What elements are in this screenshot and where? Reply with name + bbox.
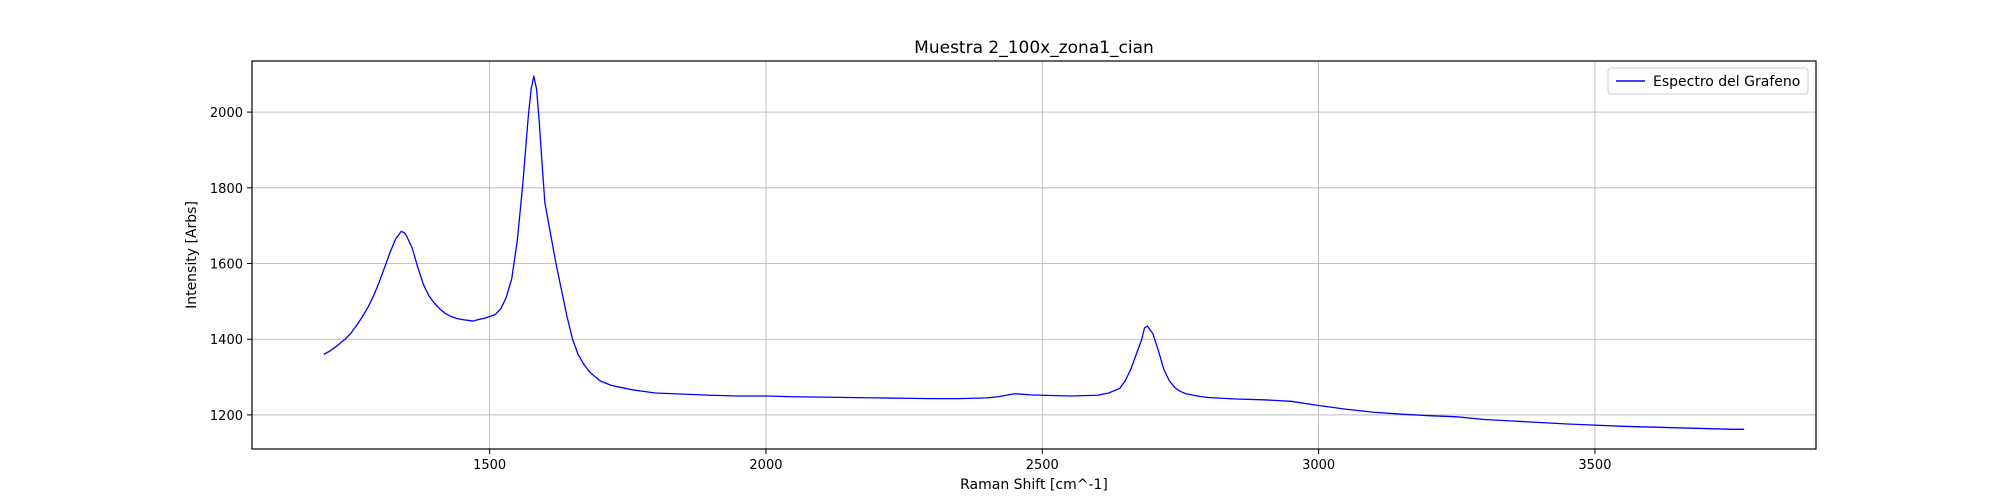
x-axis-label: Raman Shift [cm^-1] [960,477,1108,493]
x-tick-label: 3500 [1578,458,1611,473]
plot-frame [251,60,1817,450]
y-tick-label: 1600 [210,258,243,273]
x-tick-label: 3000 [1302,458,1335,473]
y-tick-label: 1400 [210,333,243,348]
legend: Espectro del Grafeno [1607,67,1809,95]
chart-title: Muestra 2_100x_zona1_cian [914,38,1154,58]
series-line-0 [323,75,1745,430]
legend-box [1607,67,1809,95]
series-layer [323,75,1745,430]
x-tick-label: 2000 [749,458,782,473]
legend-label-espectro: Espectro del Grafeno [1653,74,1800,90]
y-tick-label: 1800 [210,182,243,197]
x-tick-label: 2500 [1026,458,1059,473]
y-tick-label: 2000 [210,106,243,121]
grid [252,61,1816,449]
y-axis-label: Intensity [Arbs] [184,201,200,309]
y-tick-label: 1200 [210,409,243,424]
axis-ticks: 1500 2000 2500 3000 3500 1200 1400 1600 1800 2000 [210,106,1612,473]
x-tick-label: 1500 [473,458,506,473]
